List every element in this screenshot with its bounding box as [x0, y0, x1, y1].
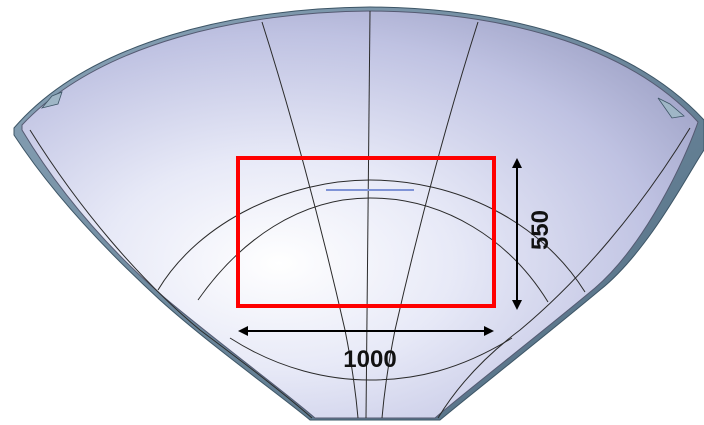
highlight-box [236, 156, 496, 308]
height-dimension-label: 550 [527, 210, 554, 250]
width-dimension-label: 1000 [343, 346, 396, 373]
concentric-arcs [157, 179, 586, 381]
rim-notch-left [40, 91, 63, 109]
rim-notch-right [657, 97, 685, 119]
